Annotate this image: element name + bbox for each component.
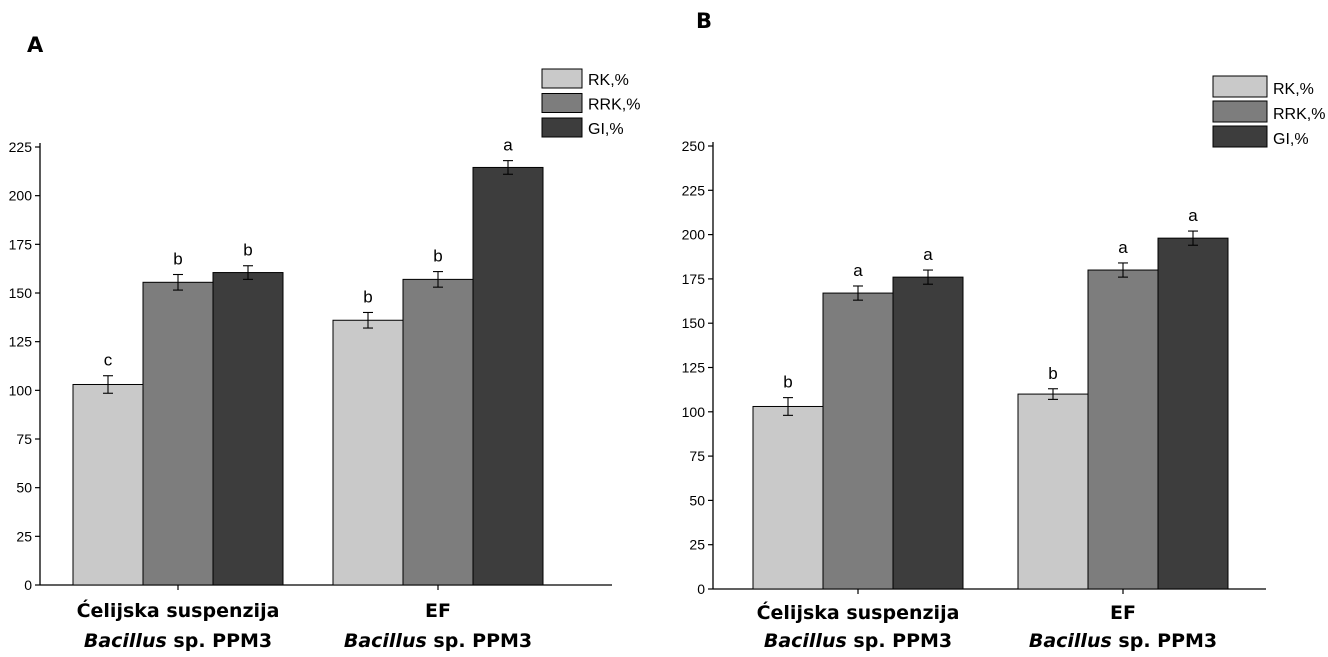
chart-panel-a: A 0 25 50 75 100 125 150 175 200 225 c b b b b a Ćelijska… — [9, 33, 641, 652]
legend: RK,% RRK,% GI,% — [541, 68, 640, 138]
category-strain: sp. PPM3 — [1112, 630, 1217, 652]
y-tick-label: 50 — [689, 492, 705, 508]
category-genus: Bacillus — [84, 630, 167, 652]
y-tick-label: 25 — [16, 528, 32, 544]
y-tick-label: 225 — [682, 182, 706, 198]
bar — [892, 276, 964, 590]
category-genus: Bacillus — [1029, 630, 1112, 652]
panel-label: B — [696, 9, 712, 33]
legend-swatch — [541, 68, 583, 89]
category-strain: sp. PPM3 — [167, 630, 272, 652]
chart-panel-b: B 0 25 50 75 100 125 150 175 200 225 250 b b a a a a Ćelij… — [682, 9, 1326, 652]
y-tick-label: 150 — [682, 315, 706, 331]
legend-label: GI,% — [588, 121, 624, 138]
category-sublabel: Bacillus sp. PPM3 — [344, 630, 532, 652]
legend-swatch — [1212, 125, 1268, 148]
y-tick-label: 75 — [16, 431, 32, 447]
y-tick-label: 125 — [9, 334, 33, 350]
category-sublabel: Bacillus sp. PPM3 — [84, 630, 272, 652]
bar — [332, 319, 404, 586]
significance-label: b — [783, 373, 792, 392]
bar — [1087, 269, 1159, 590]
significance-label: b — [363, 287, 372, 306]
y-tick-label: 0 — [24, 577, 32, 593]
legend-label: GI,% — [1273, 131, 1309, 148]
y-tick-label: 175 — [682, 271, 706, 287]
legend-swatch — [541, 117, 583, 138]
category-strain: sp. PPM3 — [847, 630, 952, 652]
y-tick-label: 0 — [697, 581, 705, 597]
y-tick-label: 225 — [9, 139, 33, 155]
significance-label: c — [104, 351, 113, 370]
category-label: Ćelijska suspenzija — [757, 600, 960, 624]
category-sublabel: Bacillus sp. PPM3 — [1029, 630, 1217, 652]
bar — [752, 405, 824, 590]
panel-label: A — [27, 33, 44, 57]
category-strain: sp. PPM3 — [427, 630, 532, 652]
significance-label: b — [243, 241, 252, 260]
bar — [822, 292, 894, 590]
category-genus: Bacillus — [344, 630, 427, 652]
y-tick-label: 250 — [682, 138, 706, 154]
bar — [1157, 237, 1229, 590]
bar — [1017, 393, 1089, 590]
y-tick-label: 200 — [682, 227, 706, 243]
legend-label: RK,% — [1273, 81, 1314, 98]
legend-label: RRK,% — [1273, 106, 1325, 123]
category-label: Ćelijska suspenzija — [77, 598, 280, 622]
y-tick-label: 150 — [9, 285, 33, 301]
category-label: EF — [425, 600, 451, 622]
y-tick-label: 175 — [9, 236, 33, 252]
significance-label: a — [853, 261, 863, 280]
y-tick-label: 100 — [682, 404, 706, 420]
bar — [212, 272, 284, 586]
y-tick-label: 50 — [16, 480, 32, 496]
y-tick-label: 100 — [9, 382, 33, 398]
significance-label: b — [433, 247, 442, 266]
legend-swatch — [1212, 100, 1268, 123]
bar — [402, 278, 474, 586]
significance-label: b — [173, 250, 182, 269]
legend-label: RRK,% — [588, 97, 640, 114]
legend-swatch — [541, 93, 583, 113]
significance-label: a — [923, 245, 933, 264]
bar — [472, 166, 544, 586]
legend: RK,% RRK,% GI,% — [1212, 75, 1325, 148]
category-sublabel: Bacillus sp. PPM3 — [764, 630, 952, 652]
legend-swatch — [1212, 75, 1268, 98]
significance-label: b — [1048, 364, 1057, 383]
y-tick-label: 25 — [689, 537, 705, 553]
significance-label: a — [1188, 206, 1198, 225]
y-tick-label: 125 — [682, 360, 706, 376]
category-genus: Bacillus — [764, 630, 847, 652]
y-tick-label: 75 — [689, 448, 705, 464]
significance-label: a — [503, 136, 513, 155]
legend-label: RK,% — [588, 72, 629, 89]
significance-label: a — [1118, 238, 1128, 257]
bar — [142, 281, 214, 586]
category-label: EF — [1110, 602, 1136, 624]
y-tick-label: 200 — [9, 188, 33, 204]
bar — [72, 383, 144, 586]
